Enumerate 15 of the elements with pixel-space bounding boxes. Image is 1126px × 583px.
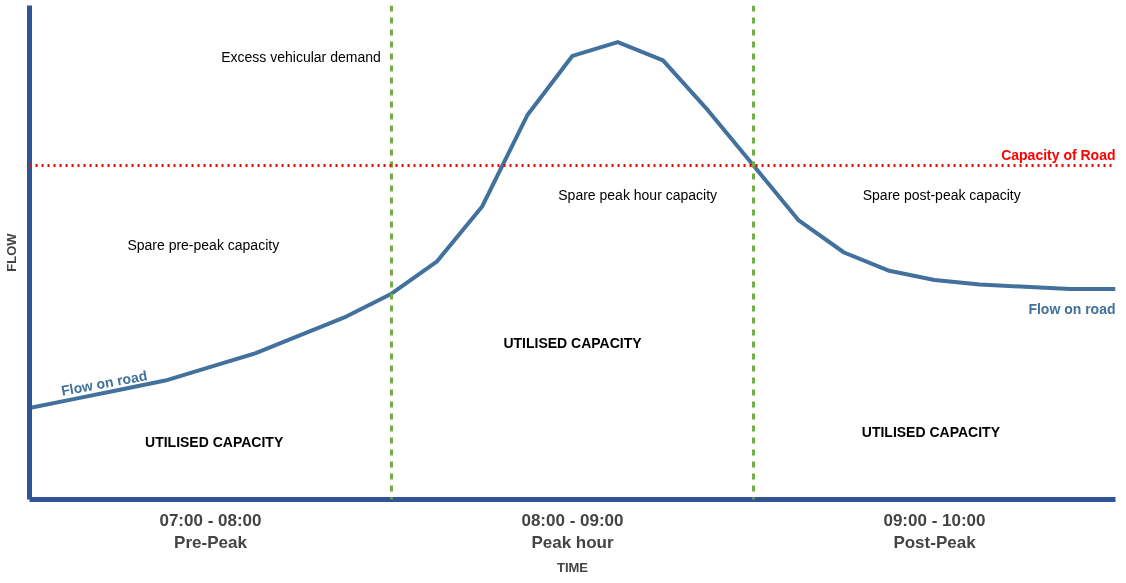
annotation: Flow on road bbox=[59, 367, 149, 399]
x-tick-label: 07:00 - 08:00 Pre-Peak bbox=[159, 510, 262, 553]
y-axis-title: FLOW bbox=[3, 232, 19, 272]
annotation: UTILISED CAPACITY bbox=[503, 335, 643, 352]
annotation: UTILISED CAPACITY bbox=[861, 424, 1001, 441]
ref-line-label: Capacity of Road bbox=[1001, 146, 1116, 163]
annotation: Spare pre-peak capacity bbox=[127, 236, 280, 253]
annotation: UTILISED CAPACITY bbox=[145, 434, 284, 451]
x-tick-label: 09:00 - 10:00 Post-Peak bbox=[883, 510, 986, 553]
x-axis-title: TIME bbox=[556, 560, 589, 576]
series-label: Flow on road bbox=[1028, 301, 1116, 318]
annotation: Excess vehicular demand bbox=[221, 48, 381, 65]
annotation: Spare post-peak capacity bbox=[862, 187, 1021, 204]
annotation: Spare peak hour capacity bbox=[558, 187, 718, 204]
x-tick-label: 08:00 - 09:00 Peak hour bbox=[521, 510, 624, 553]
